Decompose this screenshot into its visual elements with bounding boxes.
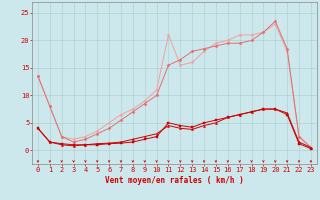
X-axis label: Vent moyen/en rafales ( km/h ): Vent moyen/en rafales ( km/h ) (105, 176, 244, 185)
